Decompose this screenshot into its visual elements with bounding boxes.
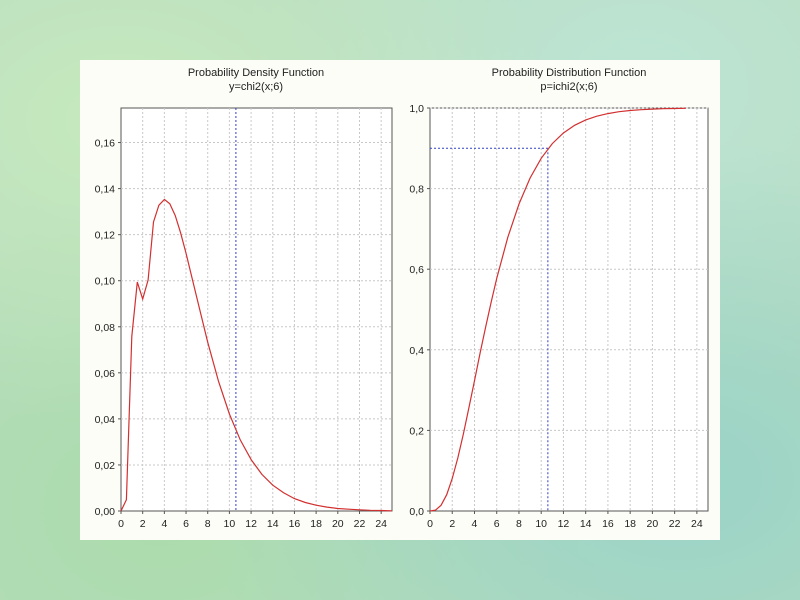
cdf-x-tick-label: 10: [535, 518, 547, 530]
cdf-x-tick-label: 4: [472, 518, 478, 530]
pdf-x-tick-label: 24: [375, 518, 387, 530]
cdf-x-tick-label: 20: [647, 518, 659, 530]
pdf-y-tick-label: 0,08: [95, 322, 116, 334]
pdf-x-tick-label: 16: [289, 518, 301, 530]
pdf-chart: Probability Density Function y=chi2(x;6)…: [95, 67, 393, 530]
pdf-chart-title: Probability Density Function: [188, 67, 324, 79]
cdf-y-tick-label: 1,0: [409, 103, 424, 115]
pdf-x-tick-label: 2: [140, 518, 146, 530]
pdf-y-tick-label: 0,04: [95, 414, 116, 426]
pdf-plot-area: [120, 107, 393, 512]
pdf-x-tick-label: 10: [224, 518, 236, 530]
cdf-y-tick-label: 0,0: [409, 506, 424, 518]
cdf-x-tick-label: 16: [602, 518, 614, 530]
cdf-curve: [429, 107, 686, 512]
cdf-x-tick-label: 8: [516, 518, 522, 530]
pdf-y-tick-label: 0,16: [95, 138, 116, 150]
pdf-x-tick-label: 18: [310, 518, 322, 530]
cdf-chart-subtitle: p=ichi2(x;6): [540, 81, 597, 93]
pdf-y-tick-label: 0,06: [95, 368, 116, 380]
pdf-x-tick-label: 14: [267, 518, 279, 530]
pdf-x-tick-label: 22: [354, 518, 366, 530]
pdf-y-tick-label: 0,02: [95, 460, 116, 472]
cdf-y-tick-label: 0,8: [409, 184, 424, 196]
chart-panel: Probability Density Function y=chi2(x;6)…: [80, 60, 720, 540]
pdf-x-tick-label: 20: [332, 518, 344, 530]
pdf-y-tick-label: 0,00: [95, 506, 116, 518]
cdf-y-tick-label: 0,6: [409, 264, 424, 276]
cdf-chart-title: Probability Distribution Function: [492, 67, 647, 79]
cdf-x-tick-label: 22: [669, 518, 681, 530]
cdf-x-tick-label: 0: [427, 518, 433, 530]
pdf-x-tick-label: 6: [183, 518, 189, 530]
pdf-curve: [120, 198, 393, 512]
pdf-y-tick-label: 0,14: [95, 184, 116, 196]
pdf-y-tick-label: 0,10: [95, 276, 116, 288]
pdf-x-tick-label: 4: [161, 518, 167, 530]
pdf-x-tick-label: 8: [205, 518, 211, 530]
cdf-plot-area: [429, 107, 709, 512]
pdf-y-tick-label: 0,12: [95, 230, 116, 242]
cdf-y-tick-label: 0,2: [409, 425, 424, 437]
cdf-x-tick-label: 24: [691, 518, 703, 530]
cdf-x-tick-label: 12: [558, 518, 570, 530]
pdf-x-tick-label: 12: [245, 518, 257, 530]
cdf-x-tick-label: 14: [580, 518, 592, 530]
cdf-chart: Probability Distribution Function p=ichi…: [409, 67, 709, 530]
pdf-x-tick-label: 0: [118, 518, 124, 530]
cdf-y-tick-label: 0,4: [409, 345, 424, 357]
cdf-x-tick-label: 6: [494, 518, 500, 530]
cdf-x-tick-label: 18: [624, 518, 636, 530]
pdf-chart-subtitle: y=chi2(x;6): [229, 81, 283, 93]
cdf-x-tick-label: 2: [449, 518, 455, 530]
charts-svg: Probability Density Function y=chi2(x;6)…: [95, 67, 709, 530]
